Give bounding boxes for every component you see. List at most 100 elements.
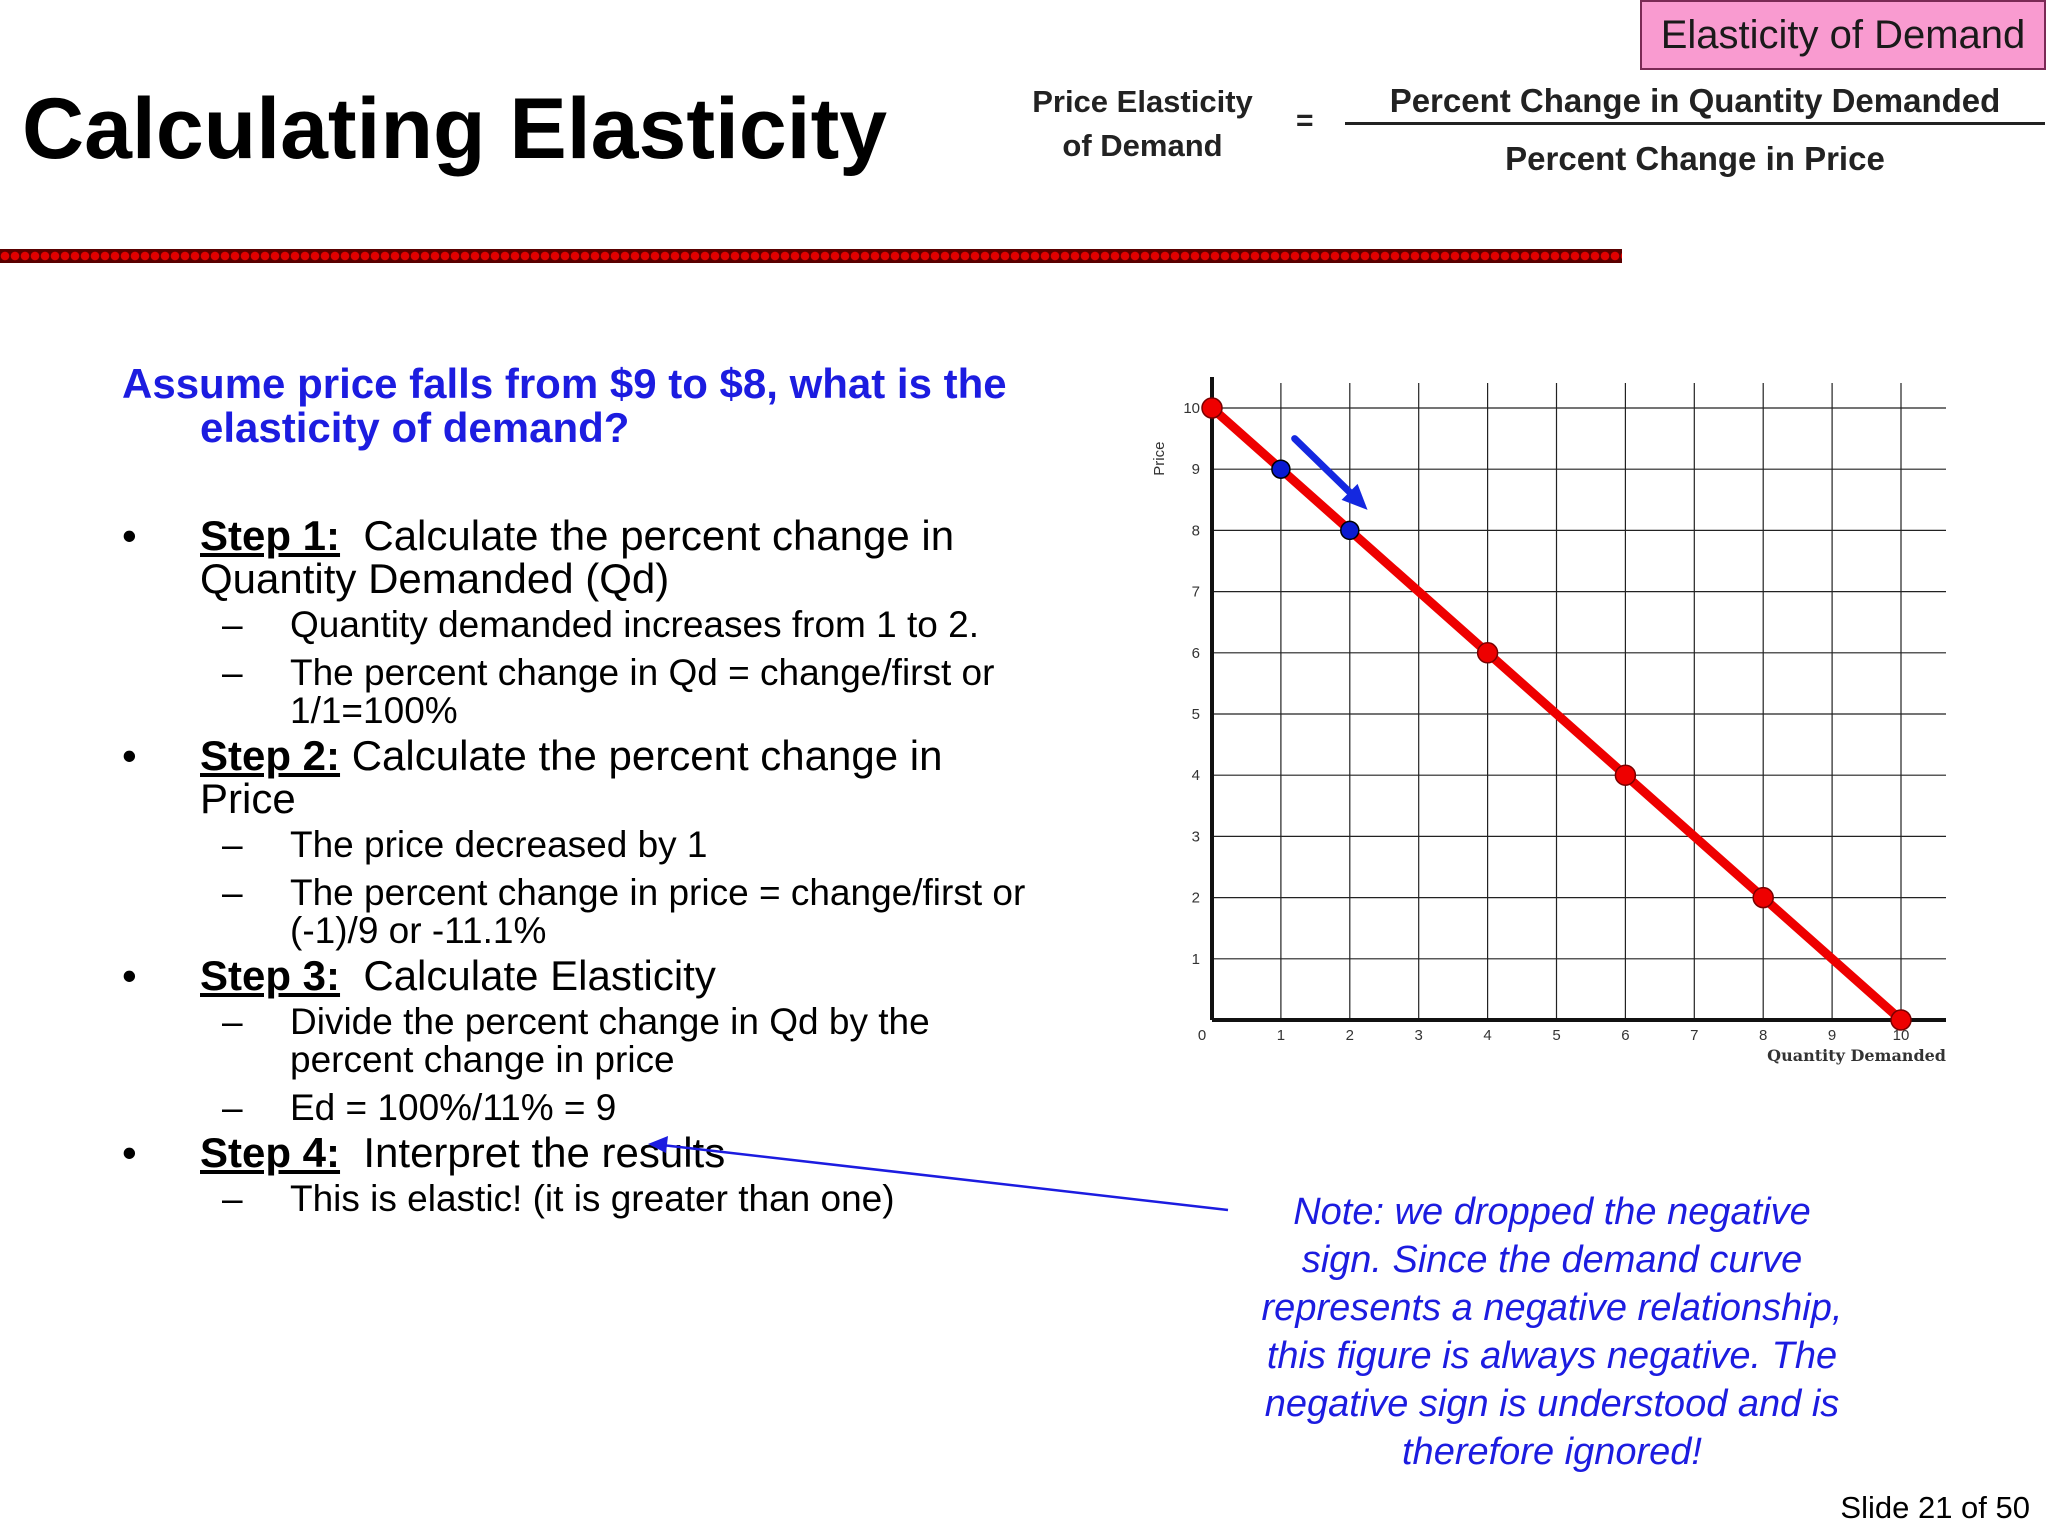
slide-number: Slide 21 of 50 <box>1840 1490 2030 1525</box>
dash-icon: – <box>222 652 243 693</box>
movement-arrow-shaft <box>1291 435 1360 502</box>
note-line: sign. Since the demand curve <box>1301 1239 1803 1281</box>
sub-text-line: Ed = 100%/11% = 9 <box>290 1087 617 1128</box>
sub-text-line: The price decreased by 1 <box>290 824 708 865</box>
step-item: • Step 4: Interpret the results <box>122 1131 1082 1174</box>
bullet-icon: • <box>122 732 137 779</box>
x-axis-label: Quantity Demanded <box>1767 1046 1946 1065</box>
sub-text-line: The percent change in price = change/fir… <box>290 872 1026 913</box>
step-label: Step 3: <box>200 952 341 999</box>
sub-item: – The price decreased by 1 <box>122 826 1082 864</box>
sub-text-line: This is elastic! (it is greater than one… <box>290 1178 895 1219</box>
formula-left-term: Price Elasticity of Demand <box>1010 80 1275 168</box>
sub-item: – Ed = 100%/11% = 9 <box>122 1089 1082 1127</box>
steps-list: • Step 1: Calculate the percent change in… <box>122 514 1082 1218</box>
highlight-point-blue <box>1340 520 1360 541</box>
step-text-line: Step 2: Calculate the percent change in <box>200 734 1082 777</box>
bullet-icon: • <box>122 512 137 559</box>
sub-item: – Divide the percent change in Qd by the p… <box>122 1003 1082 1079</box>
x-tick-label: 9 <box>1828 1027 1836 1044</box>
x-tick-label: 7 <box>1690 1027 1698 1044</box>
sub-text-line: (-1)/9 or -11.1% <box>290 910 547 951</box>
step-item: • Step 3: Calculate Elasticity <box>122 954 1082 997</box>
highlight-point-blue <box>1271 459 1291 479</box>
dash-icon: – <box>222 872 243 913</box>
y-tick-label: 9 <box>1192 461 1200 478</box>
question-line-2: elasticity of demand? <box>200 404 630 451</box>
dash-icon: – <box>222 1001 243 1042</box>
step-label: Step 2: <box>200 732 341 779</box>
x-tick-label: 8 <box>1759 1027 1767 1044</box>
demand-point-red <box>1752 886 1774 909</box>
y-tick-label: 3 <box>1192 828 1200 845</box>
dash-icon: – <box>222 1178 243 1219</box>
step-description: Quantity Demanded (Qd) <box>200 555 670 602</box>
step-text-line: Quantity Demanded (Qd) <box>200 557 1082 600</box>
sub-text-line: Quantity demanded increases from 1 to 2. <box>290 604 979 645</box>
step-description: Calculate the percent change in <box>340 512 955 559</box>
demand-curve-chart: 0 1 2 3 4 5 6 7 8 9 10 1 2 3 4 5 6 7 8 9 10 Quantity Demanded… <box>1151 377 1946 1065</box>
step-text-line: Step 3: Calculate Elasticity <box>200 954 1082 997</box>
y-tick-label: 6 <box>1192 645 1200 662</box>
question: Assume price falls from $9 to $8, what i… <box>122 362 1102 450</box>
topic-tag: Elasticity of Demand <box>1640 0 2046 70</box>
demand-point-red <box>1476 642 1499 664</box>
sub-item: – The percent change in price = change/fi… <box>122 874 1082 950</box>
x-tick-label: 0 <box>1198 1027 1206 1044</box>
sub-item: – The percent change in Qd = change/first… <box>122 654 1082 730</box>
question-line-1: Assume price falls from $9 to $8, what i… <box>122 360 1007 407</box>
step-item: • Step 1: Calculate the percent change in… <box>122 514 1082 600</box>
y-tick-label: 1 <box>1192 951 1200 968</box>
dash-icon: – <box>222 824 243 865</box>
formula-numerator: Percent Change in Quantity Demanded <box>1389 82 2001 119</box>
y-tick-label: 7 <box>1192 584 1200 601</box>
step-text: Step 2: Calculate the percent change in P… <box>200 734 1082 820</box>
step-text: Step 3: Calculate Elasticity <box>200 954 1082 997</box>
sub-item: – Quantity demanded increases from 1 to 2… <box>122 606 1082 644</box>
sub-text-line: Divide the percent change in Qd by the <box>290 1001 930 1042</box>
formula-left-line-2: of Demand <box>1062 128 1223 163</box>
formula-left-line-1: Price Elasticity <box>1032 84 1253 119</box>
x-tick-label: 1 <box>1277 1027 1285 1044</box>
step-description: Calculate Elasticity <box>340 952 716 999</box>
demand-curve-line <box>1207 403 1906 1025</box>
movement-arrow-head <box>1341 483 1368 510</box>
title-divider <box>0 249 1622 263</box>
demand-point-red <box>1201 397 1223 419</box>
y-axis-label: Price <box>1151 442 1168 476</box>
note-line: Note: we dropped the negative <box>1293 1191 1811 1233</box>
note-line: represents a negative relationship, <box>1261 1287 1843 1329</box>
x-tick-label: 6 <box>1621 1027 1629 1044</box>
step-description: Interpret the results <box>340 1129 726 1176</box>
y-tick-label: 4 <box>1192 767 1200 784</box>
note-line: therefore ignored! <box>1402 1431 1702 1473</box>
step-label: Step 4: <box>200 1129 341 1176</box>
demand-point-red <box>1614 764 1637 786</box>
formula-equals: = <box>1296 104 1314 137</box>
bullet-icon: • <box>122 1129 137 1176</box>
sub-text-line: percent change in price <box>290 1039 675 1080</box>
step-text-line: Price <box>200 777 1082 820</box>
x-tick-label: 3 <box>1415 1027 1423 1044</box>
step-item: • Step 2: Calculate the percent change in… <box>122 734 1082 820</box>
step-text-line: Step 1: Calculate the percent change in <box>200 514 1082 557</box>
dash-icon: – <box>222 1087 243 1128</box>
sub-item: – This is elastic! (it is greater than on… <box>122 1180 1082 1218</box>
step-text-line: Step 4: Interpret the results <box>200 1131 1082 1174</box>
step-description: Price <box>200 775 296 822</box>
dash-icon: – <box>222 604 243 645</box>
x-tick-label: 10 <box>1893 1027 1910 1044</box>
bullet-icon: • <box>122 952 137 999</box>
sub-text-line: 1/1=100% <box>290 690 458 731</box>
demand-point-red <box>1890 1009 1912 1031</box>
y-tick-label: 8 <box>1192 522 1200 539</box>
step-label: Step 1: <box>200 512 341 559</box>
formula-fraction-bar <box>1345 122 2045 125</box>
slide-title: Calculating Elasticity <box>22 81 888 177</box>
x-tick-label: 2 <box>1346 1027 1354 1044</box>
note-line: negative sign is understood and is <box>1264 1383 1840 1425</box>
step-text: Step 1: Calculate the percent change in Q… <box>200 514 1082 600</box>
y-tick-label: 10 <box>1183 400 1200 417</box>
step-description: Calculate the percent change in <box>340 732 943 779</box>
y-tick-label: 2 <box>1192 890 1200 907</box>
